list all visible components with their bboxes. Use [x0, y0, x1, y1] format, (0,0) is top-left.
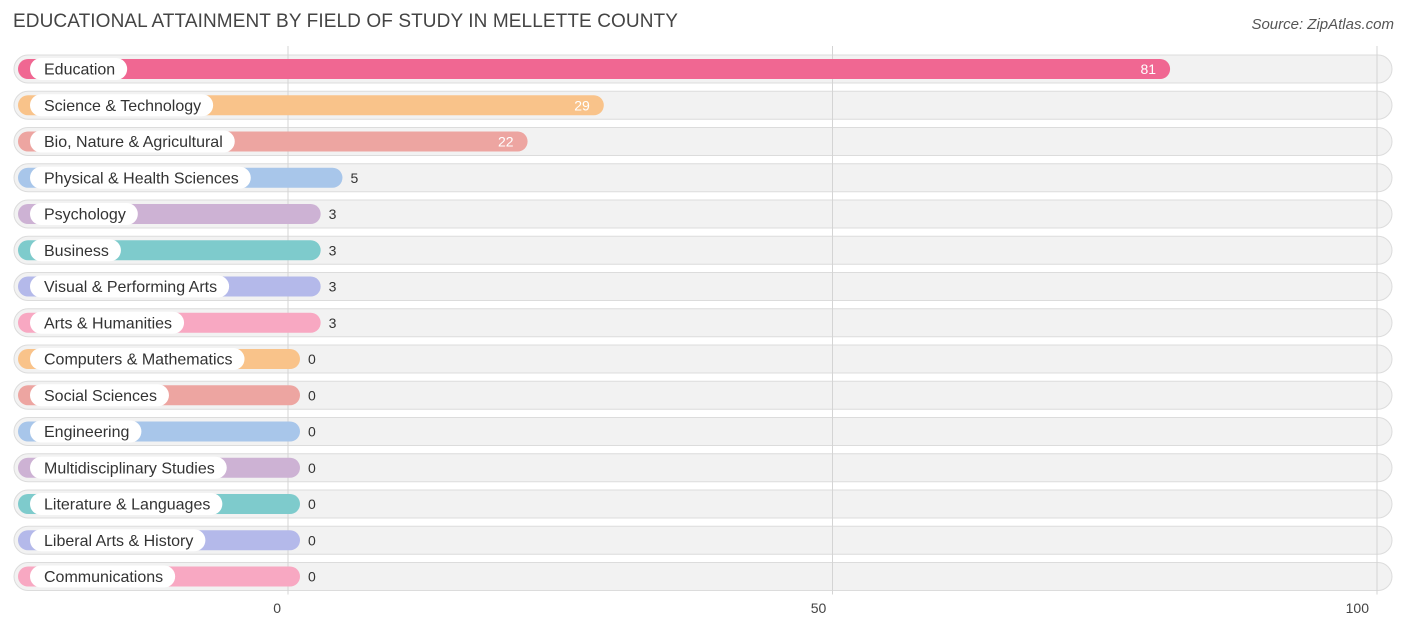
- x-tick-label: 50: [811, 600, 827, 616]
- bar-group[interactable]: Education 81: [18, 58, 1171, 80]
- category-label-pill: [30, 275, 230, 298]
- chart-title: EDUCATIONAL ATTAINMENT BY FIELD OF STUDY…: [13, 11, 679, 32]
- category-label: Visual & Performing Arts: [44, 279, 217, 296]
- category-label: Arts & Humanities: [44, 315, 172, 332]
- value-label: 0: [308, 424, 316, 440]
- row-background: [13, 344, 1393, 374]
- category-label-pill: [30, 203, 138, 225]
- category-label-pill: [30, 420, 142, 443]
- row-background: [13, 163, 1393, 193]
- category-label: Liberal Arts & History: [44, 533, 193, 550]
- bar-group[interactable]: Multidisciplinary Studies 0: [18, 456, 316, 479]
- category-label: Communications: [44, 569, 163, 586]
- row-background: [13, 489, 1393, 519]
- bar-group[interactable]: Psychology 3: [18, 203, 337, 225]
- bar-group[interactable]: Communications 0: [18, 565, 316, 588]
- row-background: [13, 453, 1393, 483]
- category-label: Psychology: [44, 207, 126, 224]
- bar-group[interactable]: Business 3: [18, 239, 337, 262]
- category-label: Bio, Nature & Agricultural: [44, 134, 223, 151]
- bar-group[interactable]: Physical & Health Sciences 5: [18, 166, 358, 189]
- value-label: 0: [308, 496, 316, 512]
- row-background: [13, 525, 1393, 555]
- bar-group[interactable]: Science & Technology 29: [18, 94, 604, 117]
- value-label: 81: [1141, 61, 1157, 77]
- category-label: Literature & Languages: [44, 497, 210, 514]
- category-label: Multidisciplinary Studies: [44, 460, 215, 477]
- value-label: 5: [350, 170, 358, 186]
- bar-group[interactable]: Arts & Humanities 3: [18, 311, 337, 334]
- value-label: 0: [308, 387, 316, 403]
- category-label: Science & Technology: [44, 98, 201, 115]
- row-background: [13, 308, 1393, 338]
- bar-group[interactable]: Engineering 0: [18, 420, 316, 443]
- bar-group[interactable]: Literature & Languages 0: [18, 493, 316, 515]
- value-label: 3: [329, 206, 337, 222]
- category-label: Business: [44, 243, 109, 260]
- category-label-pill: [30, 166, 251, 189]
- bar-group[interactable]: Computers & Mathematics 0: [18, 348, 316, 370]
- bar[interactable]: [18, 59, 1171, 79]
- category-label-pill: [30, 456, 227, 479]
- row-background: [13, 417, 1393, 446]
- value-label: 0: [308, 460, 316, 476]
- row-background: [13, 235, 1393, 265]
- category-label-pill: [30, 565, 176, 588]
- row-background: [13, 272, 1393, 301]
- bar-group[interactable]: Visual & Performing Arts 3: [18, 275, 337, 298]
- category-label-pill: [30, 58, 128, 80]
- value-label: 0: [308, 532, 316, 548]
- category-label-pill: [30, 384, 169, 407]
- category-label: Computers & Mathematics: [44, 352, 233, 369]
- category-label-pill: [30, 94, 214, 117]
- category-label-pill: [30, 529, 206, 552]
- row-background: [13, 380, 1393, 410]
- category-label-pill: [30, 348, 245, 370]
- category-label: Physical & Health Sciences: [44, 170, 239, 187]
- bar-group[interactable]: Bio, Nature & Agricultural 22: [18, 130, 528, 153]
- value-label: 3: [329, 315, 337, 331]
- value-label: 29: [574, 97, 590, 113]
- bar-group[interactable]: Liberal Arts & History 0: [18, 529, 316, 552]
- category-label-pill: [30, 239, 121, 262]
- category-label-pill: [30, 311, 185, 334]
- category-label-pill: [30, 130, 235, 153]
- chart-source: Source: ZipAtlas.com: [1251, 16, 1394, 33]
- value-label: 3: [329, 242, 337, 258]
- row-background: [13, 199, 1393, 229]
- bar-group[interactable]: Social Sciences 0: [18, 384, 316, 407]
- category-label: Social Sciences: [44, 388, 157, 405]
- value-label: 3: [329, 279, 337, 295]
- value-label: 0: [308, 569, 316, 585]
- x-tick-label: 0: [273, 600, 281, 616]
- category-label: Education: [44, 62, 115, 79]
- x-tick-label: 100: [1346, 600, 1370, 616]
- row-background: [13, 562, 1393, 591]
- value-label: 22: [498, 134, 514, 150]
- value-label: 0: [308, 351, 316, 367]
- category-label: Engineering: [44, 424, 129, 441]
- category-label-pill: [30, 493, 223, 515]
